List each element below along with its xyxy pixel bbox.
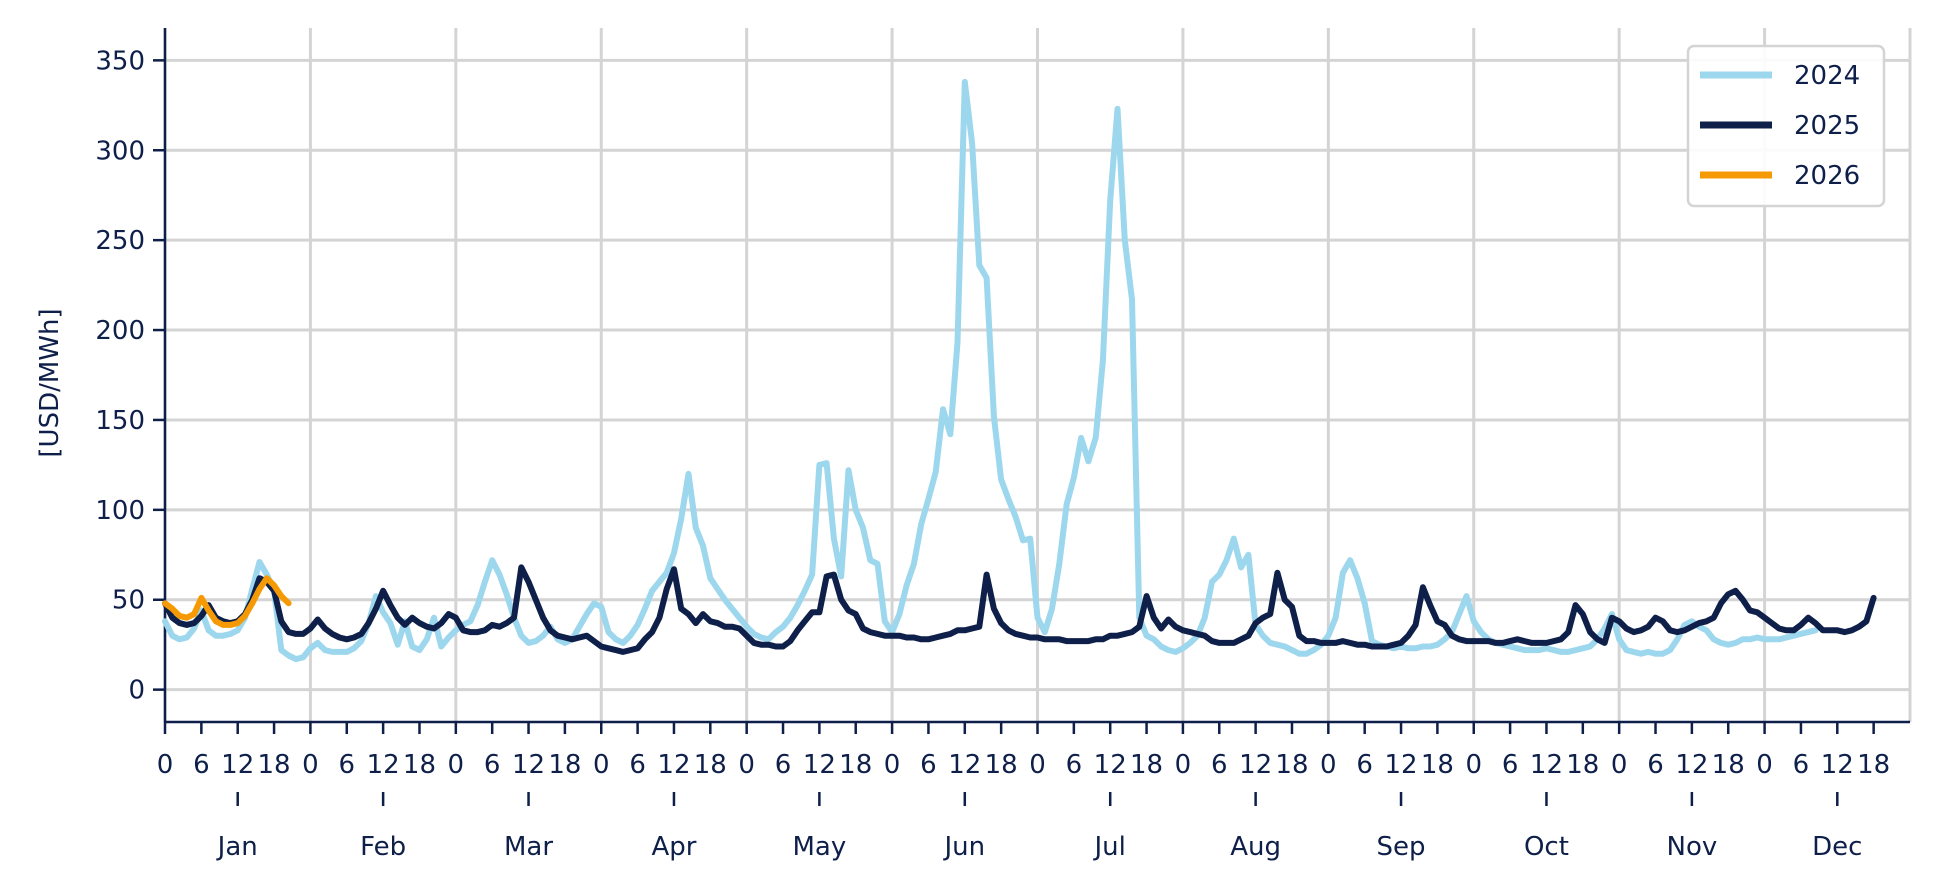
x-hour-tick-label: 0 — [738, 750, 755, 780]
x-month-label: Nov — [1667, 832, 1718, 862]
x-hour-tick-label: 12 — [1675, 750, 1708, 780]
y-tick-label: 350 — [95, 46, 145, 76]
x-hour-tick-label: 0 — [157, 750, 174, 780]
y-tick-label: 100 — [95, 496, 145, 526]
x-hour-tick-label: 18 — [1712, 750, 1745, 780]
y-tick-label: 0 — [128, 676, 145, 706]
x-hour-tick-label: 18 — [1421, 750, 1454, 780]
x-hour-tick-label: 0 — [1175, 750, 1192, 780]
y-tick-label: 250 — [95, 226, 145, 256]
legend: 2024 2025 2026 — [1686, 44, 1886, 208]
x-hour-tick-label: 18 — [548, 750, 581, 780]
x-hour-tick-label: 18 — [1857, 750, 1890, 780]
x-hour-tick-label: 0 — [302, 750, 319, 780]
series-line-2024 — [162, 78, 1819, 663]
x-hour-tick-label: 6 — [775, 750, 792, 780]
x-hour-tick-label: 6 — [629, 750, 646, 780]
x-hour-tick-label: 12 — [1530, 750, 1563, 780]
x-hour-tick-label: 0 — [448, 750, 465, 780]
x-hour-tick-label: 12 — [1094, 750, 1127, 780]
y-axis-ticks: 0 50 100 150 200 250 300 350 — [95, 46, 165, 706]
x-hour-tick-label: 0 — [1611, 750, 1628, 780]
x-hour-tick-label: 6 — [1356, 750, 1373, 780]
legend-label-2026: 2026 — [1794, 161, 1860, 191]
x-month-label: Oct — [1524, 832, 1569, 862]
series-line-2026 — [162, 575, 292, 628]
x-month-label: May — [792, 832, 846, 862]
x-hour-tick-label: 12 — [657, 750, 690, 780]
x-month-label: Jul — [1093, 832, 1126, 862]
x-month-label: Dec — [1812, 832, 1862, 862]
x-hour-tick-label: 0 — [1029, 750, 1046, 780]
x-month-label: Mar — [504, 832, 553, 862]
legend-box — [1686, 44, 1886, 208]
x-hour-tick-label: 12 — [1384, 750, 1417, 780]
x-hour-tick-label: 0 — [1465, 750, 1482, 780]
x-hour-tick-label: 12 — [1821, 750, 1854, 780]
x-hour-tick-label: 0 — [1320, 750, 1337, 780]
x-hour-tick-label: 6 — [1647, 750, 1664, 780]
x-hour-tick-label: 18 — [985, 750, 1018, 780]
x-hour-tick-label: 12 — [512, 750, 545, 780]
y-tick-label: 300 — [95, 136, 145, 166]
y-tick-label: 200 — [95, 316, 145, 346]
x-month-label: Sep — [1377, 832, 1426, 862]
x-hour-tick-label: 0 — [884, 750, 901, 780]
x-hour-tick-label: 0 — [1756, 750, 1773, 780]
grid-lines — [163, 28, 1912, 722]
x-hour-tick-label: 6 — [1211, 750, 1228, 780]
x-hour-tick-label: 18 — [258, 750, 291, 780]
x-hour-tick-label: 6 — [1502, 750, 1519, 780]
x-month-label: Jan — [216, 832, 258, 862]
x-hour-tick-label: 6 — [1793, 750, 1810, 780]
series-line-2025 — [162, 564, 1877, 655]
x-hour-tick-label: 18 — [694, 750, 727, 780]
x-month-label: Feb — [360, 832, 406, 862]
x-hour-tick-label: 6 — [338, 750, 355, 780]
x-hour-tick-label: 12 — [221, 750, 254, 780]
x-hour-tick-label: 18 — [1566, 750, 1599, 780]
x-hour-tick-label: 12 — [1239, 750, 1272, 780]
x-hour-tick-label: 0 — [593, 750, 610, 780]
x-hour-tick-label: 18 — [839, 750, 872, 780]
x-month-label: Apr — [651, 832, 696, 862]
legend-label-2024: 2024 — [1794, 61, 1860, 91]
x-hour-tick-label: 18 — [403, 750, 436, 780]
x-hour-tick-label: 18 — [1130, 750, 1163, 780]
y-tick-label: 50 — [112, 586, 145, 616]
x-hour-tick-label: 6 — [920, 750, 937, 780]
x-hour-tick-label: 6 — [484, 750, 501, 780]
x-month-label: Jun — [942, 832, 985, 862]
legend-label-2025: 2025 — [1794, 111, 1860, 141]
x-hour-tick-label: 6 — [1066, 750, 1083, 780]
y-tick-label: 150 — [95, 406, 145, 436]
x-hour-tick-label: 12 — [803, 750, 836, 780]
x-hour-tick-label: 12 — [367, 750, 400, 780]
x-hour-tick-label: 12 — [948, 750, 981, 780]
series-lines — [162, 78, 1877, 663]
y-axis-label: [USD/MWh] — [35, 308, 65, 457]
x-month-label: Aug — [1230, 832, 1281, 862]
x-hour-tick-label: 6 — [193, 750, 210, 780]
x-hour-tick-label: 18 — [1275, 750, 1308, 780]
